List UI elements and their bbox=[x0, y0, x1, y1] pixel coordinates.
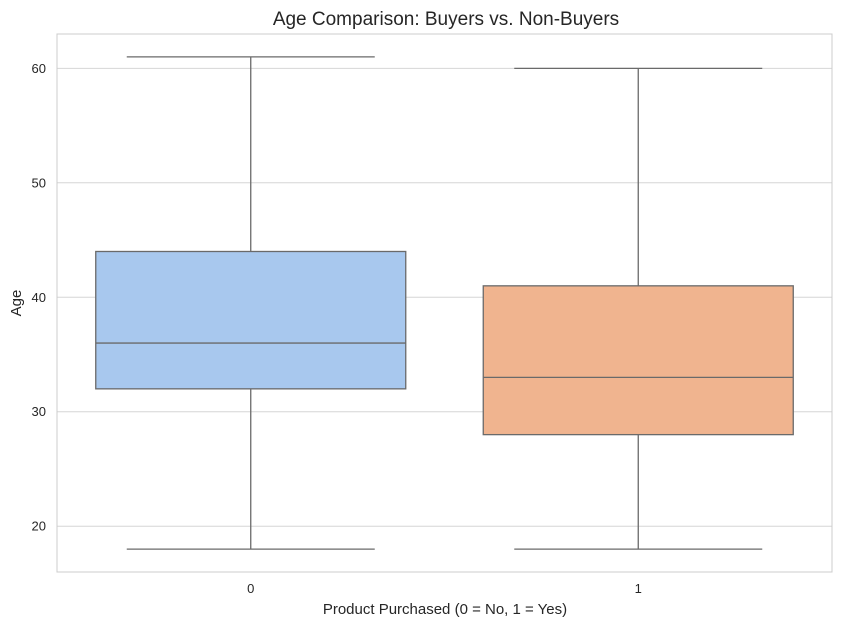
box-group-1 bbox=[482, 67, 794, 550]
x-tick-label: 0 bbox=[247, 581, 254, 596]
boxes-layer bbox=[95, 56, 794, 550]
y-axis-label: Age bbox=[8, 290, 25, 317]
y-tick-label: 30 bbox=[32, 404, 46, 419]
x-axis-label: Product Purchased (0 = No, 1 = Yes) bbox=[323, 601, 567, 618]
iqr-box bbox=[482, 285, 794, 436]
y-tick-labels: 20 30 40 50 60 bbox=[32, 61, 46, 534]
x-tick-label: 1 bbox=[635, 581, 642, 596]
chart-title: Age Comparison: Buyers vs. Non-Buyers bbox=[273, 9, 619, 30]
y-tick-label: 40 bbox=[32, 290, 46, 305]
y-tick-label: 50 bbox=[32, 175, 46, 190]
iqr-box bbox=[95, 250, 407, 390]
box-group-0 bbox=[95, 56, 407, 550]
y-tick-label: 60 bbox=[32, 61, 46, 76]
plot-frame bbox=[56, 33, 833, 573]
y-tick-label: 20 bbox=[32, 519, 46, 534]
